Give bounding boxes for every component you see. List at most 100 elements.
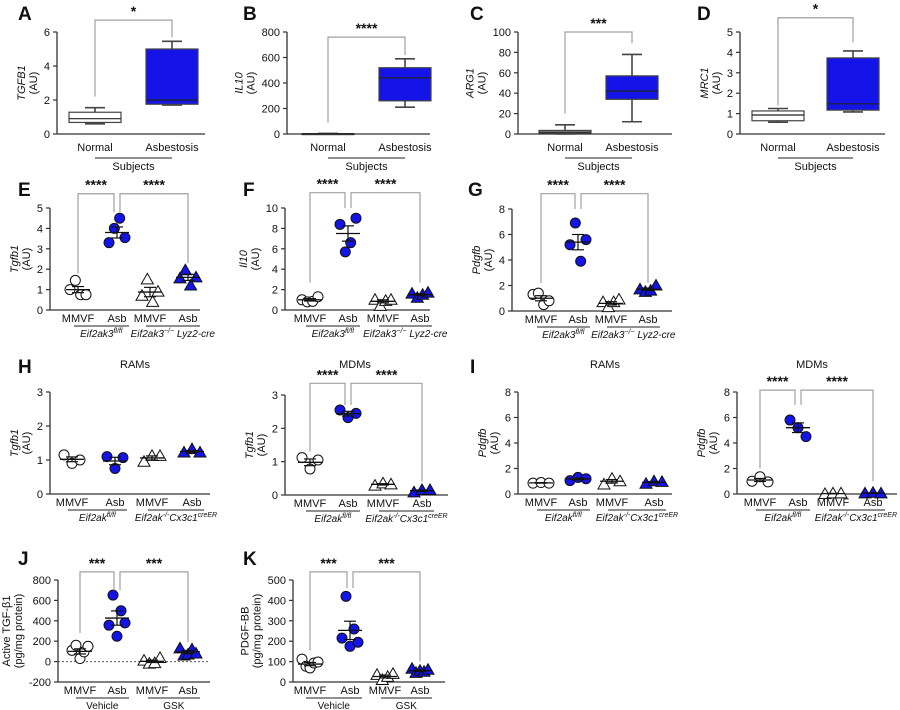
group-3: [173, 641, 203, 661]
y-tick-label: 800: [33, 575, 51, 587]
group-label-superscript: creER: [878, 512, 897, 519]
group-label-text: Eif2ak3: [363, 329, 397, 340]
panel-title: RAMs: [120, 359, 150, 371]
group-2: [368, 476, 398, 491]
group-label: Eif2akfl/fl: [314, 513, 351, 525]
y-tick-label: 6: [724, 413, 730, 425]
category-label: MMVF: [525, 497, 558, 509]
y-axis-label: Pdgfb: [696, 429, 708, 458]
y-tick-label: 40: [499, 88, 511, 100]
panel-title: RAMs: [590, 359, 620, 371]
y-tick-label: 400: [33, 616, 51, 628]
significance-stars: *: [131, 3, 137, 19]
data-point: [423, 482, 437, 495]
data-point: [189, 270, 203, 283]
y-tick-label: 6: [44, 27, 50, 39]
group-label: Eif2ak3−/− Lyz2-cre: [591, 329, 676, 341]
group-3: [639, 474, 669, 489]
category-label: MMVF: [595, 314, 628, 326]
group-label: GSK: [163, 701, 184, 710]
panel-letter: G: [468, 180, 483, 201]
data-point: [834, 486, 848, 499]
category-label: Normal: [310, 142, 345, 154]
group-label-superscript: fl/fl: [792, 512, 801, 519]
data-point: [649, 278, 663, 291]
x-axis-title: Subjects: [112, 161, 155, 173]
group-1: [336, 590, 364, 652]
box-1: [605, 53, 659, 123]
y-tick-label: 6: [499, 230, 505, 242]
group-label-text: Eif2ak3: [80, 329, 114, 340]
group-label-text: Eif2ak: [365, 514, 394, 525]
group-label-superscript: −/−: [396, 328, 406, 335]
significance-bracket: [800, 389, 874, 482]
y-axis-label: (AU): [477, 72, 489, 95]
data-point: [189, 646, 203, 659]
category-label: Asbestosis: [378, 142, 432, 154]
y-tick-label: 20: [499, 109, 511, 121]
y-tick-label: 60: [499, 68, 511, 80]
data-point: [340, 590, 352, 602]
category-label: MMVF: [596, 497, 629, 509]
data-point: [336, 632, 348, 644]
group-2: [368, 292, 398, 311]
group-label: Eif2akfl/fl: [79, 512, 116, 524]
group-label: Eif2ak3−/− Lyz2-cre: [131, 328, 216, 340]
significance-bracket: [79, 571, 115, 634]
significance-stars: ****: [767, 373, 789, 389]
significance-stars: *: [813, 1, 819, 17]
group-label-text: GSK: [396, 701, 417, 710]
category-label: MMVF: [136, 685, 169, 697]
box: [826, 57, 880, 111]
y-axis-label: Tgfb1: [9, 429, 21, 457]
y-tick-label: 8: [505, 387, 511, 399]
group-3: [173, 263, 203, 291]
group-label-superscript: -/-: [163, 512, 170, 519]
y-tick-label: 4: [272, 264, 278, 276]
data-point: [111, 630, 123, 642]
panel-c: C 0 20 40 60 80 100 ARG1 (AU) Normal Asbestosis Sub…: [465, 4, 672, 173]
y-axis-label: Pdgfb: [471, 246, 483, 275]
y-tick-label: 100: [268, 657, 286, 669]
box-0: [301, 132, 355, 136]
data-point: [784, 414, 796, 426]
y-tick-label: 8: [499, 204, 505, 216]
box: [68, 111, 122, 124]
group-1: [334, 404, 362, 424]
group-2: [818, 486, 848, 499]
category-label: Asb: [183, 497, 202, 509]
group-label: Eif2ak3−/− Lyz2-cre: [363, 328, 448, 340]
significance-bracket: [309, 382, 346, 452]
category-label: MMVF: [134, 313, 167, 325]
y-tick-label: 200: [268, 636, 286, 648]
y-tick-label: 0: [272, 305, 278, 317]
y-axis-label: (AU): [28, 72, 40, 95]
panel-b: B 0 200 400 600 800 IL10 (AU) Normal Asbestosis Su…: [234, 4, 432, 173]
group-label: Vehicle: [318, 701, 351, 710]
box-1: [145, 40, 199, 106]
group-label-text: Eif2ak: [815, 513, 844, 524]
group-label-text: Cx3c1: [400, 514, 428, 525]
group-label-text: Cx3c1: [849, 513, 877, 524]
group-label-text: Eif2ak: [764, 513, 793, 524]
data-point: [137, 454, 151, 467]
group-2: [137, 651, 167, 669]
significance-stars: ****: [604, 177, 626, 193]
group-label-text: Vehicle: [318, 701, 351, 710]
category-label: MMVF: [136, 497, 169, 509]
y-axis-label: (AU): [708, 432, 720, 455]
data-point: [140, 272, 155, 285]
group-label-text: Eif2ak: [135, 513, 164, 524]
box-0: [538, 124, 592, 135]
y-tick-label: 3: [37, 244, 43, 256]
significance-bracket: [580, 193, 649, 283]
panel-k: K 0 100 200 300 400 500 PDGF-BB (pg/mg protein) M…: [240, 549, 445, 710]
data-point: [569, 217, 581, 229]
group-label: Eif2ak3fl/fl: [542, 329, 585, 341]
x-axis-title: Subjects: [345, 161, 388, 173]
y-tick-label: 0: [44, 129, 50, 141]
y-axis-label: Pdgfb: [477, 429, 489, 458]
y-tick-label: 3: [727, 68, 733, 80]
